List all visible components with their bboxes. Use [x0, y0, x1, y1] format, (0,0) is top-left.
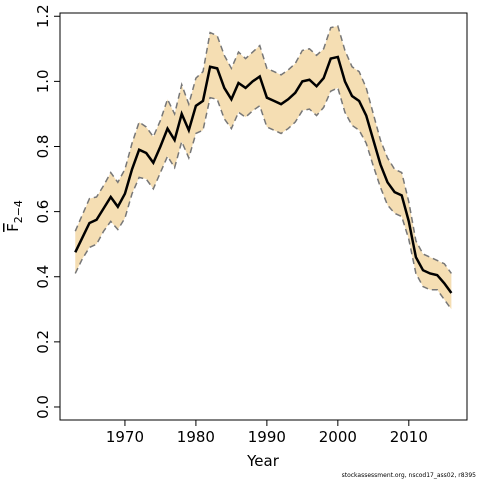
y-tick-label: 0.6 [34, 200, 52, 224]
x-axis-label: Year [246, 452, 280, 470]
y-tick-label-group: 0.8 [34, 135, 52, 159]
confidence-band [75, 26, 452, 310]
y-tick-label: 0.0 [34, 395, 52, 419]
bound-line [74, 25, 452, 274]
y-axis-label-group: F2−4 [4, 200, 25, 232]
plot-frame [59, 12, 468, 421]
y-axis-label-main: F [4, 223, 22, 232]
y-tick-label-group: 1.2 [34, 4, 52, 28]
y-axis-label: F2−4 [4, 200, 25, 232]
x-tick-label: 2010 [390, 428, 428, 446]
x-tick-label: 1990 [248, 428, 286, 446]
x-tick-label: 1980 [177, 428, 215, 446]
estimate-line [74, 55, 453, 294]
bound-line [74, 86, 452, 310]
x-tick-label: 2000 [319, 428, 357, 446]
y-tick-label: 1.2 [34, 4, 52, 28]
footnote: stockassessment.org, nscod17_ass02, r839… [342, 472, 477, 479]
y-tick-label-group: 1.0 [34, 69, 52, 93]
y-tick-label-group: 0.6 [34, 200, 52, 224]
y-axis-label-sub: 2−4 [12, 200, 25, 223]
y-tick-label-group: 0.4 [34, 265, 52, 289]
y-tick-label: 0.8 [34, 135, 52, 159]
y-tick-label-group: 0.2 [34, 330, 52, 354]
y-tick-label-group: 0.0 [34, 395, 52, 419]
y-tick-label: 1.0 [34, 69, 52, 93]
y-tick-label: 0.4 [34, 265, 52, 289]
x-tick-label: 1970 [106, 428, 144, 446]
y-tick-label: 0.2 [34, 330, 52, 354]
